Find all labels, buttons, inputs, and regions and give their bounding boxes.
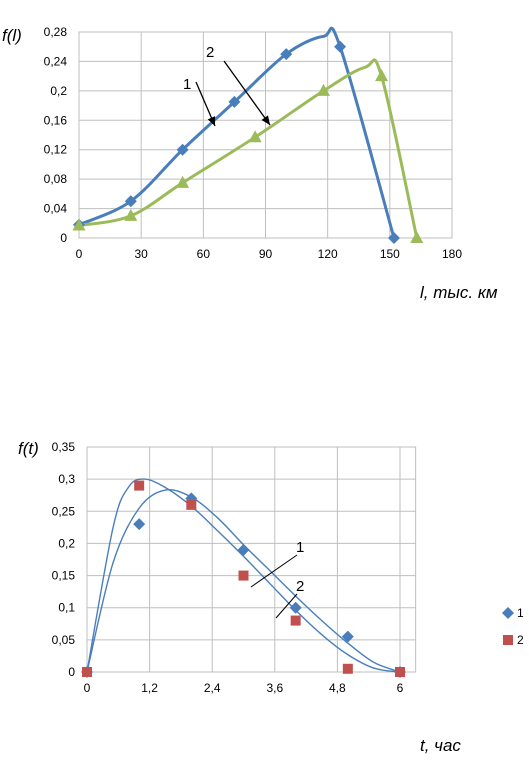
series-2-line: [78, 58, 419, 239]
y-tick-label: 0,3: [58, 472, 75, 486]
x-axis-label: t, час: [420, 736, 461, 755]
annotation-arrow-1-head: [207, 116, 216, 126]
legend-label-1: 1: [517, 606, 524, 620]
x-tick-label: 60: [197, 247, 211, 261]
x-tick-label: 0: [76, 247, 83, 261]
series-1-point: [334, 40, 347, 53]
curve-1: [86, 488, 401, 673]
series-2-point: [134, 480, 145, 491]
y-tick-label: 0,12: [44, 143, 68, 157]
x-tick-label: 3,6: [266, 681, 283, 695]
y-tick-label: 0,2: [50, 84, 67, 98]
series-1-point: [289, 601, 302, 614]
series-1-point: [387, 232, 400, 244]
y-tick-label: 0,05: [52, 633, 76, 647]
y-axis-label: f(l): [2, 26, 22, 45]
series-1-point: [341, 630, 354, 643]
series-2-point: [317, 83, 331, 96]
y-tick-label: 0,28: [44, 25, 68, 39]
series-2-point: [375, 69, 389, 82]
series-2-point: [72, 218, 86, 231]
annotation-label-2: 2: [206, 44, 214, 61]
series-1-point: [176, 143, 189, 156]
series-2-point: [176, 175, 190, 188]
y-tick-label: 0: [60, 231, 67, 245]
series-1-point: [237, 543, 250, 556]
series-1-point: [280, 48, 293, 61]
x-axis-label: l, тыс. км: [420, 283, 498, 302]
x-tick-label: 180: [442, 247, 462, 261]
x-tick-label: 30: [134, 247, 148, 261]
series-1-point: [228, 95, 241, 108]
annotation-arrow-2-head: [261, 115, 270, 125]
series-2-point: [395, 667, 405, 677]
legend-marker-2: [503, 635, 513, 645]
y-tick-label: 0,1: [58, 601, 75, 615]
x-tick-label: 6: [397, 681, 404, 695]
curve-leader-1: [250, 554, 298, 588]
x-tick-label: 0: [84, 681, 91, 695]
series-2-point: [238, 570, 249, 581]
series-1-point: [185, 492, 198, 505]
curve-label-1: 1: [296, 539, 304, 556]
series-2-point: [248, 130, 262, 143]
y-tick-label: 0: [68, 665, 75, 679]
x-tick-label: 4,8: [329, 681, 346, 695]
series-1-point: [133, 518, 146, 531]
series-2-point: [410, 231, 424, 243]
annotation-label-1: 1: [183, 76, 191, 93]
y-tick-label: 0,15: [52, 569, 76, 583]
legend-label-2: 2: [517, 633, 524, 647]
series-2-point: [342, 663, 353, 674]
y-tick-label: 0,24: [44, 54, 68, 68]
series-2-point: [290, 615, 301, 626]
series-2-point: [82, 667, 92, 677]
y-tick-label: 0,08: [44, 172, 68, 186]
y-tick-label: 0,16: [44, 113, 68, 127]
y-tick-label: 0,25: [52, 504, 76, 518]
x-tick-label: 2,4: [204, 681, 221, 695]
x-tick-label: 1,2: [141, 681, 158, 695]
y-tick-label: 0,04: [44, 202, 68, 216]
series-2-point: [186, 499, 197, 510]
curve-leader-2: [275, 593, 298, 619]
curve-label-2: 2: [296, 578, 304, 595]
x-tick-label: 90: [259, 247, 273, 261]
x-tick-label: 120: [318, 247, 338, 261]
chart-f-t: 0 1,2 2,4 3,6 4,8 6 0 0,05 0,1 0,15 0,2 0,25 0,3 0,35…: [18, 439, 524, 755]
y-tick-label: 0,2: [58, 536, 75, 550]
curve-2: [86, 478, 401, 673]
annotation-arrow-2: [223, 60, 271, 126]
y-tick-label: 0,35: [52, 440, 76, 454]
y-axis-label: f(t): [18, 439, 39, 458]
series-1-point: [124, 195, 137, 208]
series-1-line: [78, 26, 396, 239]
legend-marker-1: [502, 607, 514, 619]
series-2-point: [124, 208, 138, 221]
x-tick-label: 150: [380, 247, 400, 261]
chart-f-l: 0 30 60 90 120 150 180 0 0,04 0,08 0,12 0,16 0,2 0,24…: [2, 25, 498, 302]
